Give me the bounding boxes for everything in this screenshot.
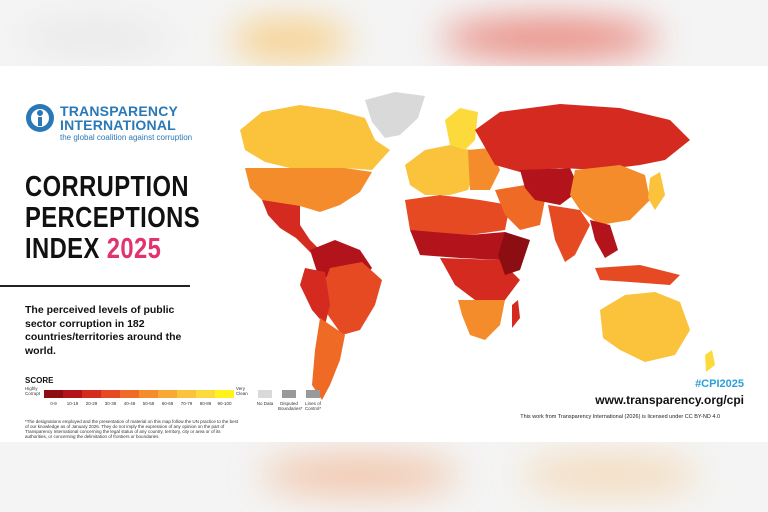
legend-bin-label: 40-49 bbox=[123, 401, 136, 406]
legend-swatch bbox=[258, 390, 272, 398]
legend-bin-label: 70-79 bbox=[180, 401, 193, 406]
legend-bin-label: 50-59 bbox=[142, 401, 155, 406]
country bbox=[245, 168, 372, 212]
country bbox=[405, 195, 510, 235]
logo-tagline: the global coalition against corruption bbox=[60, 133, 193, 142]
legend-swatch bbox=[215, 390, 234, 398]
country bbox=[600, 292, 690, 362]
logo-icon bbox=[38, 117, 42, 126]
title-line: PERCEPTIONS bbox=[25, 202, 200, 234]
title-line: CORRUPTION bbox=[25, 171, 189, 203]
blur bbox=[230, 20, 350, 60]
legend-swatch bbox=[63, 390, 82, 398]
legend-bin-label: 0-9 bbox=[50, 401, 57, 406]
legend-bin-label: 20-29 bbox=[85, 401, 98, 406]
title-text: INDEX bbox=[25, 233, 100, 265]
legend-swatch bbox=[44, 390, 63, 398]
country bbox=[548, 205, 590, 262]
country bbox=[410, 230, 520, 260]
legend-label: Highly Corrupt bbox=[25, 386, 41, 396]
legend-label: Lines of Control* bbox=[304, 401, 322, 411]
country bbox=[312, 318, 345, 400]
country bbox=[365, 92, 425, 138]
legend-swatch bbox=[306, 390, 320, 398]
legend-swatch bbox=[158, 390, 177, 398]
country bbox=[318, 262, 382, 335]
legend-swatch bbox=[101, 390, 120, 398]
legend-label: Disputed Boundaries* bbox=[278, 401, 303, 411]
legend-bin-label: 60-69 bbox=[161, 401, 174, 406]
legend-bin-label: 90-100 bbox=[217, 401, 232, 406]
legend-swatch bbox=[282, 390, 296, 398]
country bbox=[445, 108, 478, 150]
blur bbox=[20, 22, 170, 52]
country bbox=[440, 258, 520, 300]
blur bbox=[260, 455, 460, 495]
country bbox=[300, 268, 330, 325]
blur bbox=[440, 18, 660, 58]
country bbox=[595, 265, 680, 285]
country bbox=[458, 300, 505, 340]
legend-swatch bbox=[139, 390, 158, 398]
logo-text: INTERNATIONAL bbox=[60, 117, 176, 133]
license: This work from Transparency Internationa… bbox=[520, 414, 720, 420]
hashtag: #CPI2025 bbox=[695, 378, 744, 390]
country bbox=[705, 350, 715, 372]
url: www.transparency.org/cpi bbox=[595, 393, 744, 407]
country bbox=[520, 168, 580, 205]
legend-bin-label: 30-39 bbox=[104, 401, 117, 406]
country bbox=[570, 165, 650, 225]
country bbox=[648, 172, 665, 210]
legend-swatch bbox=[196, 390, 215, 398]
country bbox=[405, 145, 475, 195]
country bbox=[262, 200, 322, 254]
logo-text: TRANSPARENCY bbox=[60, 103, 179, 119]
country bbox=[512, 300, 520, 328]
legend-swatch bbox=[177, 390, 196, 398]
logo-icon bbox=[37, 110, 43, 116]
footnote: *The designations employed and the prese… bbox=[25, 419, 239, 439]
legend-label: No Data bbox=[256, 401, 274, 406]
country bbox=[590, 220, 618, 258]
country bbox=[498, 232, 530, 275]
blur bbox=[520, 455, 700, 495]
title-year: 2025 bbox=[106, 233, 162, 265]
legend-title: SCORE bbox=[25, 376, 54, 385]
legend-swatch bbox=[82, 390, 101, 398]
legend-label: Very Clean bbox=[236, 386, 248, 396]
country bbox=[475, 104, 690, 172]
description: The perceived levels of public sector co… bbox=[25, 304, 182, 357]
country bbox=[240, 105, 390, 170]
title-line: INDEX 2025 bbox=[25, 234, 161, 264]
legend-swatch bbox=[120, 390, 139, 398]
legend-bin-label: 80-89 bbox=[199, 401, 212, 406]
legend-bin-label: 10-19 bbox=[66, 401, 79, 406]
